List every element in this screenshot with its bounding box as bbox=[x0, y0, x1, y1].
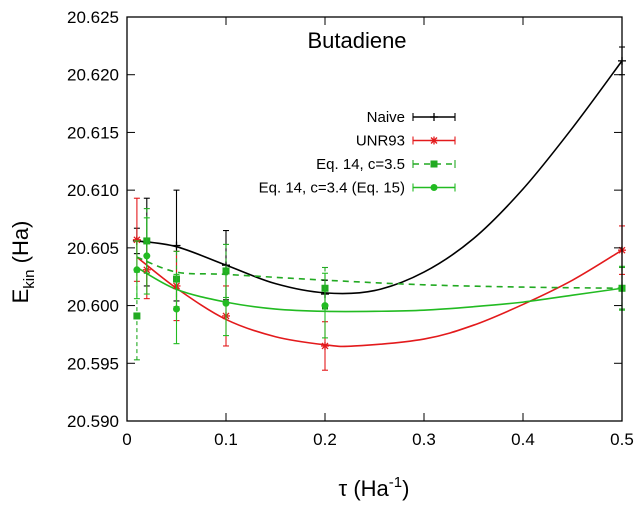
legend-label: UNR93 bbox=[356, 133, 405, 150]
legend-item: UNR93 bbox=[356, 133, 456, 150]
plot-frame bbox=[126, 16, 623, 422]
point-marker bbox=[321, 341, 329, 350]
point-marker bbox=[321, 302, 329, 310]
y-tick-label: 20.590 bbox=[67, 412, 119, 431]
legend-marker bbox=[430, 113, 438, 121]
x-tick-label: 0.4 bbox=[511, 430, 535, 449]
y-tick-label: 20.620 bbox=[67, 66, 119, 85]
point-marker bbox=[173, 305, 180, 313]
point-marker bbox=[133, 312, 141, 320]
legend: Naive UNR93 Eq. 14, c=3.5 Eq. 14, c=3.4 (Eq… bbox=[259, 109, 456, 197]
legend-label: Eq. 14, c=3.5 bbox=[316, 156, 405, 173]
y-tick-label: 20.610 bbox=[67, 181, 119, 200]
legend-label: Naive bbox=[367, 109, 405, 126]
x-tick-label: 0 bbox=[122, 430, 131, 449]
fit-curve-circle bbox=[136, 266, 623, 313]
legend-item: Eq. 14, c=3.4 (Eq. 15) bbox=[259, 180, 456, 197]
y-axis-title: Ekin (Ha) bbox=[8, 221, 38, 304]
fit-curves bbox=[136, 60, 623, 348]
fit-curve-star bbox=[136, 249, 623, 348]
x-axis-title: τ (Ha-1) bbox=[339, 474, 410, 501]
x-tick-label: 0.5 bbox=[610, 430, 634, 449]
legend-label: Eq. 14, c=3.4 (Eq. 15) bbox=[259, 180, 405, 197]
y-tick-label: 20.595 bbox=[67, 354, 119, 373]
y-tick-label: 20.615 bbox=[67, 123, 119, 142]
data-point bbox=[222, 270, 230, 337]
point-marker bbox=[133, 266, 141, 274]
data-point bbox=[143, 217, 151, 295]
legend-marker bbox=[430, 136, 438, 145]
x-tick-label: 0.2 bbox=[313, 430, 337, 449]
data-point bbox=[173, 273, 180, 345]
x-axis-ticks: 0 0.1 0.2 0.3 0.4 0.5 bbox=[122, 17, 634, 449]
fit-curve-square bbox=[136, 256, 623, 290]
data-points bbox=[132, 46, 626, 371]
y-tick-label: 20.625 bbox=[67, 8, 119, 27]
data-point bbox=[133, 240, 141, 300]
legend-marker bbox=[430, 160, 438, 168]
legend-item: Naive bbox=[367, 109, 456, 126]
point-marker bbox=[143, 252, 151, 260]
fit-curve-plus bbox=[136, 60, 623, 295]
x-tick-label: 0.3 bbox=[412, 430, 436, 449]
data-point bbox=[321, 272, 329, 339]
x-tick-label: 0.1 bbox=[214, 430, 238, 449]
y-tick-label: 20.600 bbox=[67, 297, 119, 316]
point-marker bbox=[222, 299, 230, 307]
y-tick-label: 20.605 bbox=[67, 239, 119, 258]
point-marker bbox=[172, 241, 181, 250]
chart-title: Butadiene bbox=[307, 28, 406, 53]
y-axis-ticks: 20.590 20.595 20.600 20.605 20.610 20.615 20.6… bbox=[67, 8, 622, 431]
legend-item: Eq. 14, c=3.5 bbox=[316, 156, 456, 173]
legend-marker bbox=[430, 184, 438, 191]
